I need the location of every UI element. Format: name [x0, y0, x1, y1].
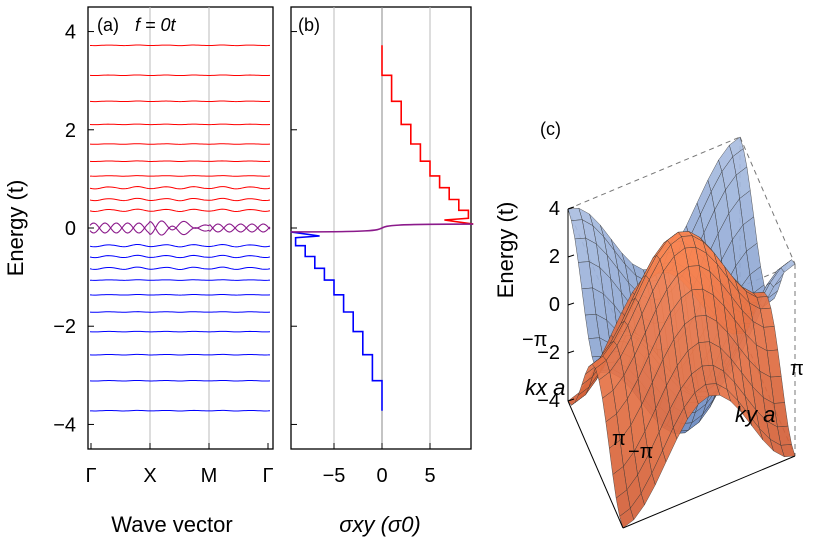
- panel-a-annotation: f = 0t: [135, 15, 177, 35]
- panel-a-xtick-label-3: M: [201, 465, 218, 487]
- hole-level-9: [89, 379, 271, 382]
- panel-a-xtick-label-4: Γ: [262, 465, 273, 487]
- panel-a-xtick-label-2: X: [143, 465, 156, 487]
- panel-c-ztick-label-5: −4: [537, 390, 560, 412]
- electron-level-4: [89, 123, 271, 126]
- panel-b-xticks: −5 0 5: [323, 443, 436, 487]
- panel-c-ztick-label-2: 2: [549, 246, 560, 268]
- hole-level-2: [89, 254, 271, 259]
- panel-c-label: (c): [540, 119, 561, 139]
- panel-a-yticks: 4 2 0 −2 −4: [53, 22, 94, 436]
- panel-c-ztick-label-3: 0: [549, 294, 560, 316]
- sigma-central-curve: [290, 223, 474, 233]
- panel-c-ztick-4: [567, 350, 575, 354]
- hole-level-3: [89, 266, 271, 270]
- hole-level-6: [89, 311, 271, 313]
- panel-c-ztick-label-1: 4: [549, 198, 560, 220]
- panel-a-vgrid: [149, 7, 210, 449]
- panel-c-ztick-label-4: −2: [537, 342, 560, 364]
- hole-level-7: [89, 330, 271, 333]
- panel-c-kx-label: kx a: [525, 375, 565, 400]
- electron-level-10: [89, 208, 271, 213]
- panel-c-ztick-1: [567, 206, 575, 210]
- panel-c-ztick-5: [567, 398, 575, 402]
- panel-a-xtick-label-1: Γ: [85, 465, 96, 487]
- sigma-electron-branch: [381, 45, 474, 225]
- panel-b-label: (b): [298, 15, 320, 35]
- electron-level-6: [89, 160, 271, 163]
- panel-a-ytick-label-4: −2: [53, 316, 76, 338]
- panel-c-kx-tick-max: π: [612, 428, 626, 450]
- electron-level-3: [89, 100, 271, 103]
- panel-a-ytick-label-2: 2: [65, 120, 76, 142]
- panel-a: 4 2 0 −2 −4 Γ X M Γ (a) f = 0t Energy (t) Wave …: [3, 6, 274, 537]
- panel-b-xlabel: σxy (σ0): [339, 512, 421, 537]
- panel-b-xtick-label-3: 5: [424, 465, 435, 487]
- panel-a-levels: [89, 44, 271, 412]
- panel-b-curves: [290, 45, 474, 411]
- sigma-hole-branch: [290, 231, 383, 411]
- panel-c-zlabel: Energy (t): [493, 202, 518, 299]
- panel-c-ky-label: ky a: [735, 402, 775, 427]
- electron-level-9: [89, 197, 271, 202]
- electron-level-2: [89, 74, 271, 77]
- box-ky-axis: [622, 455, 796, 529]
- panel-c-zticks: 4 2 0 −2 −4: [537, 198, 575, 412]
- panel-c-kx-tick-min: −π: [522, 329, 547, 351]
- hole-level-10: [89, 409, 271, 412]
- box-top-back-edge: [567, 136, 741, 210]
- panel-a-ytick-label-1: 4: [65, 22, 76, 44]
- panel-a-frame: [87, 6, 274, 450]
- panel-a-ylabel: Energy (t): [3, 180, 28, 277]
- hole-level-4: [89, 279, 271, 281]
- panel-c-surface: [567, 136, 796, 529]
- zero-level-branch-1: [89, 220, 271, 236]
- panel-c-ky-tick-min: −π: [628, 441, 653, 463]
- panel-a-ytick-label-5: −4: [53, 414, 76, 436]
- electron-level-5: [89, 143, 271, 145]
- panel-b-yticks: [291, 31, 297, 425]
- electron-level-1: [89, 44, 271, 47]
- panel-c-ztick-2: [567, 254, 575, 258]
- panel-a-xlabel: Wave vector: [111, 512, 232, 537]
- panel-a-label: (a): [97, 15, 119, 35]
- zero-level-branch-2: [89, 220, 271, 236]
- box-kx-axis: [567, 400, 624, 529]
- electron-level-8: [89, 186, 271, 190]
- hole-level-8: [89, 353, 271, 356]
- panel-c-ztick-3: [567, 302, 575, 306]
- hole-level-1: [89, 243, 271, 248]
- panel-c: 4 2 0 −2 −4 (c) Energy (t) kx a ky a −π π −π…: [493, 119, 804, 529]
- hole-level-5: [89, 293, 271, 296]
- panel-a-ytick-label-3: 0: [65, 218, 76, 240]
- panel-c-ky-tick-max: π: [790, 358, 804, 380]
- panel-b-xtick-label-2: 0: [376, 465, 387, 487]
- panel-b-xtick-label-1: −5: [323, 465, 346, 487]
- electron-level-7: [89, 175, 271, 177]
- panel-b: −5 0 5 (b) σxy (σ0): [290, 6, 474, 537]
